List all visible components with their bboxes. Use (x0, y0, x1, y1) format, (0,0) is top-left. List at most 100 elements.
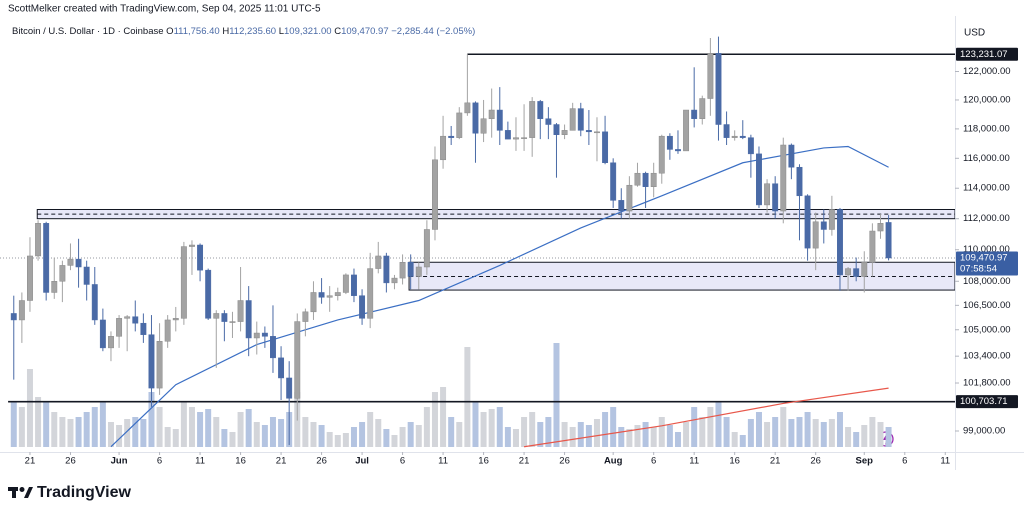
candle-body (253, 332, 260, 339)
candle-body (83, 266, 90, 285)
candle-body (861, 262, 868, 277)
legend-value: 112,235.60 (229, 26, 276, 37)
x-tick-label: 16 (478, 456, 489, 467)
volume-bar (820, 422, 827, 447)
candle-body (326, 295, 333, 298)
volume-bar (318, 425, 325, 447)
price-badge (956, 47, 1018, 61)
candle-body (772, 183, 779, 212)
candle-body (585, 130, 592, 133)
candle-body (164, 319, 171, 342)
volume-bar (107, 422, 114, 447)
volume-bar (269, 417, 276, 447)
volume-bar (569, 427, 576, 447)
candle-body (513, 137, 519, 140)
x-tick-label: 11 (689, 456, 699, 467)
volume-bar (828, 419, 835, 447)
x-tick-label: Aug (604, 456, 623, 467)
candle-body (602, 131, 609, 164)
volume-bar (18, 407, 25, 447)
volume-bar (132, 417, 139, 447)
volume-bar (472, 402, 479, 447)
y-tick-label: 101,800.00 (963, 378, 1011, 389)
y-tick-label: 103,400.00 (963, 351, 1011, 362)
last-price-badge (956, 251, 1018, 276)
volume-bar (731, 432, 738, 447)
x-tick-label: 26 (316, 456, 327, 467)
candle-body (545, 118, 552, 125)
candle-body (642, 172, 649, 187)
candle-body (75, 258, 82, 268)
candle-body (91, 284, 98, 321)
candle-body (569, 108, 576, 131)
candle-body (747, 137, 754, 155)
candle-body (837, 209, 843, 276)
x-tick-label: 6 (651, 456, 656, 467)
candle-body (845, 268, 852, 276)
candle-body (626, 184, 633, 212)
candle-body (51, 281, 58, 293)
volume-bar (359, 422, 366, 447)
volume-bar (861, 425, 868, 447)
volume-bar (537, 422, 544, 447)
volume-bar (383, 429, 390, 447)
candle-body (707, 53, 714, 99)
candle-body (342, 274, 349, 293)
candle-body (577, 108, 584, 131)
candle-body (423, 229, 430, 268)
legend-label: L (279, 26, 284, 37)
candle-body (237, 300, 244, 322)
candle-body (504, 130, 511, 140)
candle-body (148, 334, 155, 389)
candle-body (756, 153, 762, 206)
volume-bar (707, 407, 714, 447)
volume-bar (456, 422, 463, 447)
candle-body (132, 316, 139, 324)
legend-label: H (222, 26, 229, 37)
candle-body (675, 149, 681, 152)
candle-body (537, 101, 544, 119)
candle-body (723, 124, 730, 138)
volume-bar (399, 427, 406, 447)
volume-bar (423, 407, 430, 447)
candle-body (294, 321, 301, 399)
candle-body (869, 230, 876, 263)
candle-body (43, 223, 50, 293)
candle-body (180, 246, 187, 319)
candle-body (383, 255, 390, 284)
volume-bar (764, 422, 771, 447)
volume-bar (156, 407, 163, 447)
candle-body (634, 172, 641, 186)
volume-bar (480, 412, 487, 447)
volume-bar (529, 412, 536, 447)
candle-body (140, 322, 147, 335)
volume-bar (699, 417, 706, 447)
volume-bar (415, 425, 422, 447)
volume-bar (116, 425, 123, 447)
volume-bar (197, 412, 204, 447)
volume-bar (715, 402, 722, 447)
candle-body (124, 316, 131, 319)
candle-body (764, 183, 771, 206)
volume-bar (164, 427, 171, 447)
volume-bar (188, 407, 195, 447)
volume-bar (504, 427, 511, 447)
price-badge-label: 123,231.07 (960, 49, 1008, 60)
volume-bar (59, 417, 66, 447)
candle-body (375, 255, 382, 269)
candle-body (788, 144, 795, 168)
moving-average (523, 387, 889, 448)
y-tick-label: 116,000.00 (963, 153, 1010, 164)
brand-logo (8, 487, 33, 498)
volume-bar (634, 425, 641, 447)
candle-body (529, 101, 536, 138)
volume-bar (51, 412, 58, 447)
volume-bar (172, 429, 179, 447)
candle-body (35, 223, 42, 257)
volume-bar (658, 417, 665, 447)
volume-bar (245, 409, 252, 447)
volume-bar (610, 407, 617, 447)
candle-body (488, 109, 495, 119)
volume-bar (140, 419, 147, 447)
